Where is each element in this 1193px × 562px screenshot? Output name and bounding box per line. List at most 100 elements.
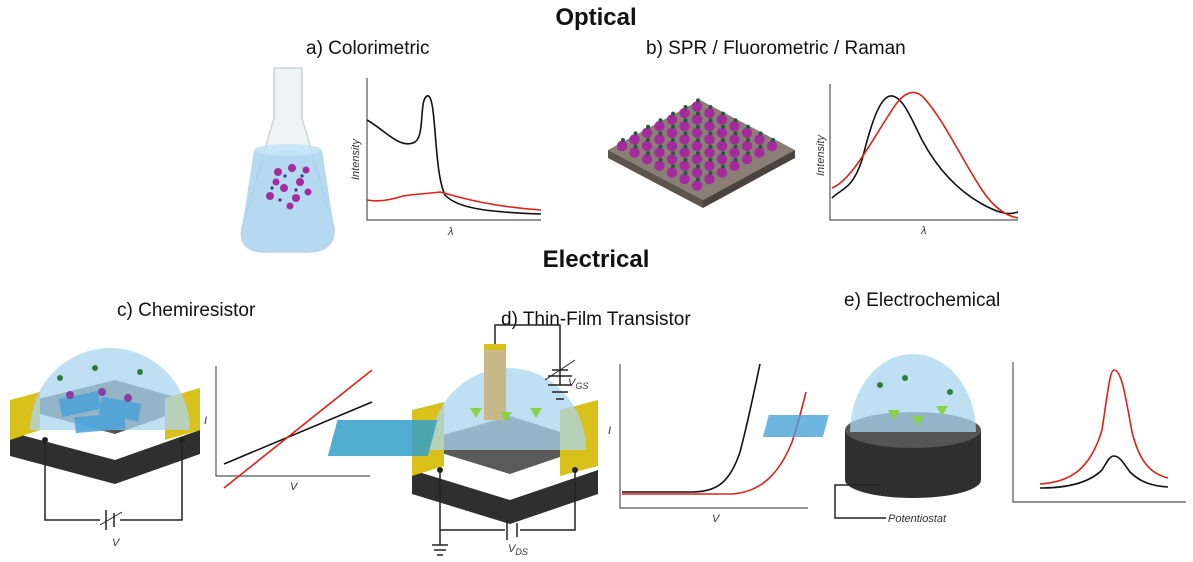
panel-e-chart [1012,362,1186,503]
ligand-dot [758,144,763,149]
ligand-dot [721,111,725,116]
electrochemical-curve-before [1039,455,1169,489]
nanoparticle [679,134,690,145]
ligand-dot [746,151,750,156]
ligand-dot [721,124,725,129]
ligand-dot [671,151,675,156]
ligand-dot [771,138,775,142]
panel-a-ylabel: Intensity [350,138,362,180]
ligand-dot [633,144,638,149]
colorimetric-curve-before [366,95,542,215]
ligand-dot [696,98,700,103]
panel-d-ylabel: I [608,425,611,437]
ligand-dot [646,124,650,129]
ligand-dot [746,138,750,142]
chemiresistor-curve-after [223,369,373,489]
panel-c-chart: I V [204,366,373,493]
ligand-dot [671,138,675,142]
nanoparticle [679,107,690,119]
nanoparticle [641,127,653,138]
panel-c-title: c) Chemiresistor [117,300,256,321]
panel-c-xlabel: V [290,481,299,493]
nanoparticle [716,127,728,138]
nanoparticle [741,140,753,152]
ligand-dot [658,157,663,162]
ligand-dot [671,124,675,129]
nanoparticle [716,167,728,178]
panel-d-chart: I V [608,363,808,525]
nanoparticle [691,154,703,165]
ligand-dot [683,171,688,175]
nanoparticle [691,114,703,125]
ligand-dot [758,131,763,136]
panel-d-gate-label: VGS [568,377,588,391]
ligand-dot [708,105,713,109]
spr-curve-before [831,95,1019,215]
ligand-dot [683,118,688,123]
panel-b-title: b) SPR / Fluorometric / Raman [646,38,906,59]
ligand-dot [696,138,700,142]
nanoparticle [691,140,703,152]
ligand-dot [708,118,713,123]
ligand-dot [733,157,738,162]
colorimetric-curve-after [366,191,542,211]
electrochemical-cell-icon [762,354,981,519]
ligand-dot [646,138,650,142]
ligand-dot [708,171,713,175]
nanoparticle [716,154,728,165]
ligand-dot [671,164,675,169]
nanoparticle [629,134,640,145]
chemiresistor-device-icon [10,348,200,530]
ligand-dot [696,124,700,129]
nanoparticle [729,147,740,158]
panel-b-ylabel: Intensity [815,134,827,176]
nanoparticle [704,173,715,185]
nanoparticle [629,147,640,158]
nanoparticle [654,134,665,145]
ligand-dot [696,177,700,182]
ligand-dot [683,144,688,149]
nanoparticle [641,140,653,152]
ligand-dot [708,157,713,162]
ligand-dot [683,131,688,136]
ligand-dot [696,164,700,169]
ligand-dot [733,144,738,149]
ligand-dot [683,157,688,162]
ligand-dot [733,118,738,123]
panel-a-chart: Intensity λ [350,78,542,238]
nanoparticle [666,154,678,165]
panel-e-title: e) Electrochemical [844,290,1001,311]
tft-curve-before [622,363,761,493]
nanoparticle [679,173,690,185]
ligand-dot [683,105,688,109]
nanoparticle [704,121,715,132]
electrochemical-curve-after [1039,369,1169,485]
nanoparticle [654,121,665,132]
panel-c-source-label: V [112,537,121,549]
nanoparticle [704,147,715,158]
nanoparticle [754,134,765,145]
ligand-dot [633,131,638,136]
nanoparticle [729,134,740,145]
nanoparticle [666,127,678,138]
flask-icon [240,67,335,253]
ligand-dot [721,138,725,142]
ligand-dot [658,118,663,123]
nanoparticle [666,114,678,125]
nanoparticle [704,107,715,119]
nanoparticle [691,101,703,112]
heading-optical: Optical [555,4,637,31]
ligand-dot [671,111,675,116]
panel-d-xlabel: V [712,513,721,525]
nanoparticle [729,121,740,132]
ligand-dot [721,151,725,156]
spr-curve-after [831,91,1019,219]
ligand-dot [708,144,713,149]
nanoparticle [704,134,715,145]
nanoparticle [666,140,678,152]
chemiresistor-curve-before [223,401,373,465]
